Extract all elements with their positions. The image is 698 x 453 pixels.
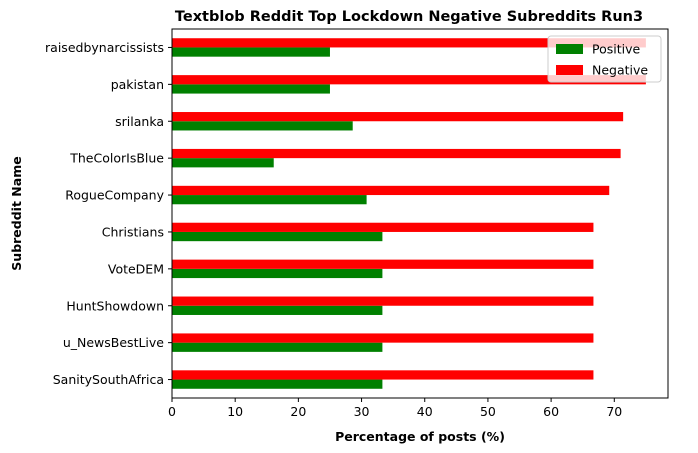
y-tick-label: SanitySouthAfrica xyxy=(53,372,164,387)
bar-negative-5 xyxy=(172,222,594,232)
bar-negative-2 xyxy=(172,112,624,122)
bar-positive-8 xyxy=(172,342,383,352)
x-axis-label: Percentage of posts (%) xyxy=(335,429,505,444)
legend-swatch-positive xyxy=(556,44,583,54)
y-tick-label: VoteDEM xyxy=(108,261,164,276)
bar-positive-3 xyxy=(172,158,274,168)
bar-positive-2 xyxy=(172,121,353,131)
bar-negative-7 xyxy=(172,296,594,306)
y-tick-label: pakistan xyxy=(111,77,164,92)
x-tick-label: 0 xyxy=(168,404,176,419)
y-tick-label: u_NewsBestLive xyxy=(63,335,164,350)
x-tick-label: 20 xyxy=(290,404,306,419)
y-axis-ticks: raisedbynarcissists pakistan srilanka TheCo… xyxy=(45,40,172,387)
legend: Positive Negative xyxy=(547,35,662,83)
y-tick-label: RogueCompany xyxy=(65,188,164,203)
bar-positive-5 xyxy=(172,231,383,242)
bar-positive-4 xyxy=(172,195,367,205)
y-tick-label: HuntShowdown xyxy=(66,298,164,313)
x-tick-label: 40 xyxy=(417,404,433,419)
bar-negative-6 xyxy=(172,259,594,269)
bar-negative-0 xyxy=(172,38,646,48)
x-tick-label: 70 xyxy=(606,404,622,419)
bars-group xyxy=(172,38,646,389)
bar-negative-9 xyxy=(172,370,594,380)
bar-negative-1 xyxy=(172,75,646,85)
bar-positive-1 xyxy=(172,84,330,94)
legend-label-positive: Positive xyxy=(592,42,640,57)
bar-negative-3 xyxy=(172,148,621,159)
bar-positive-9 xyxy=(172,379,383,389)
plot-frame xyxy=(171,28,669,399)
legend-swatch-negative xyxy=(556,65,583,75)
bar-positive-6 xyxy=(172,268,383,279)
legend-label-negative: Negative xyxy=(592,63,648,78)
x-axis-ticks: 0 10 20 30 40 50 60 70 xyxy=(168,398,622,419)
bar-negative-4 xyxy=(172,185,610,196)
y-tick-label: Christians xyxy=(102,224,164,239)
y-tick-label: srilanka xyxy=(115,114,164,129)
x-tick-label: 50 xyxy=(480,404,496,419)
y-axis-label: Subreddit Name xyxy=(9,156,24,270)
y-tick-label: raisedbynarcissists xyxy=(45,40,164,55)
x-tick-label: 10 xyxy=(227,404,243,419)
bar-positive-0 xyxy=(172,47,330,57)
x-tick-label: 30 xyxy=(354,404,370,419)
bar-positive-7 xyxy=(172,305,383,315)
chart-title: Textblob Reddit Top Lockdown Negative Su… xyxy=(175,9,643,25)
x-tick-label: 60 xyxy=(543,404,559,419)
y-tick-label: TheColorIsBlue xyxy=(69,151,164,166)
bar-negative-8 xyxy=(172,333,594,343)
